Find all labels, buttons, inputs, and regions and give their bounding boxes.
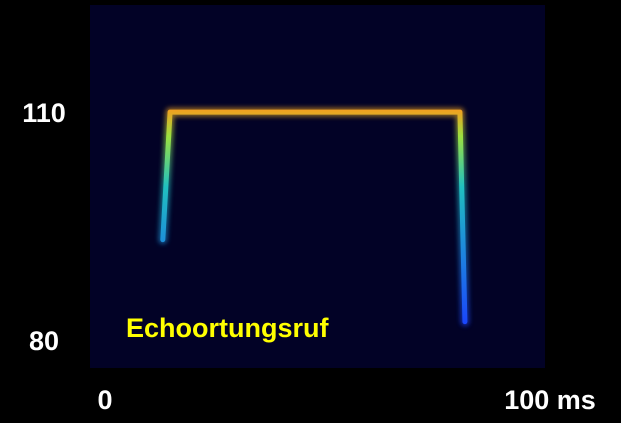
y-tick-label: 80 [29, 326, 59, 356]
annotation: Echoortungsruf [126, 313, 329, 343]
x-tick-label: 0 [97, 385, 112, 415]
x-tick-label: 100 ms [504, 385, 596, 415]
y-tick-label: 110 [22, 98, 66, 128]
chart: Echoortungsruf 80 110 0 100 ms [0, 0, 621, 423]
